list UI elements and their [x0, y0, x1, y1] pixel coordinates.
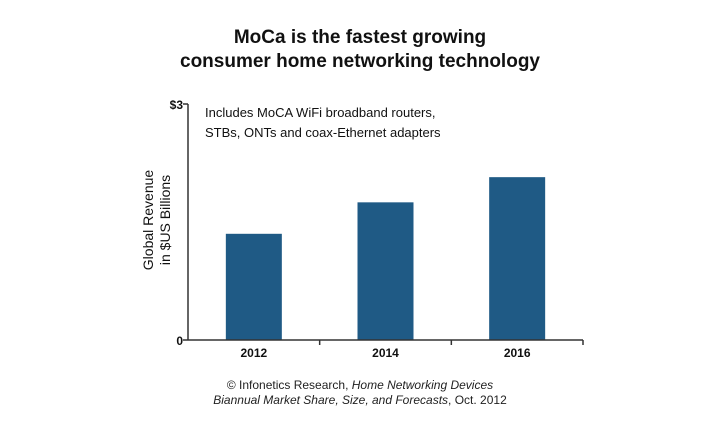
source-line-1-prefix: © Infonetics Research, [226, 378, 352, 392]
annotation-line-2: STBs, ONTs and coax-Ethernet adapters [205, 125, 441, 140]
y-axis-label: Global Revenue in $US Billions [140, 170, 173, 271]
x-tick-label-2014: 2014 [372, 346, 399, 360]
annotation-line-1: Includes MoCA WiFi broadband routers, [205, 105, 436, 120]
bar-2016 [489, 177, 546, 340]
source-line-1-italic: Home Networking Devices [351, 378, 494, 392]
y-axis-label-line-2: in $US Billions [157, 175, 173, 265]
source-line-2-italic: Biannual Market Share, Size, and Forecas… [213, 393, 449, 407]
axis-ticks [183, 103, 584, 345]
source-credit: © Infonetics Research, Home Networking D… [0, 378, 720, 408]
chart-title-line-2: consumer home networking technology [180, 51, 540, 72]
bar-series [225, 177, 546, 340]
y-axis-label-line-1: Global Revenue [140, 170, 156, 271]
y-tick-label-zero: 0 [176, 334, 183, 348]
x-tick-labels: 2012 2014 2016 [240, 346, 530, 360]
chart-title-line-1: MoCa is the fastest growing [233, 27, 487, 48]
source-line-2: Biannual Market Share, Size, and Forecas… [0, 393, 720, 408]
bar-2012 [225, 233, 282, 340]
x-tick-label-2012: 2012 [240, 346, 267, 360]
annotation: Includes MoCA WiFi broadband routers, ST… [205, 105, 441, 140]
bar-2014 [357, 202, 414, 340]
y-tick-label-max: $3 [170, 98, 184, 112]
x-tick-label-2016: 2016 [504, 346, 531, 360]
source-line-1: © Infonetics Research, Home Networking D… [0, 378, 720, 393]
chart-title: MoCa is the fastest growing consumer hom… [0, 26, 720, 74]
source-line-2-suffix: , Oct. 2012 [448, 393, 507, 407]
